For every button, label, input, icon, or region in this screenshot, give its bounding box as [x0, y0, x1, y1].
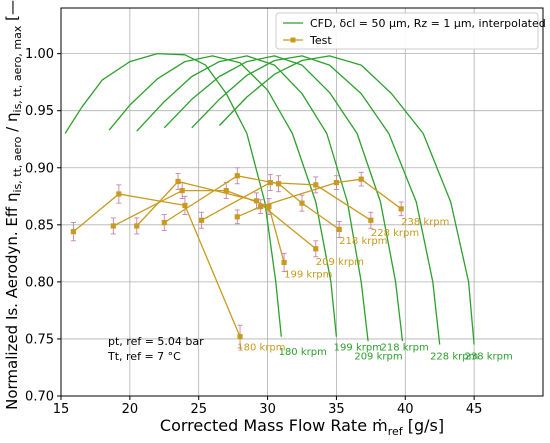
test-point [299, 200, 305, 206]
cfd-speed-label: 218 krpm [380, 342, 428, 353]
x-tick-label: 35 [328, 402, 345, 417]
legend-box [275, 12, 539, 50]
test-point [398, 206, 404, 212]
test-point [313, 246, 319, 252]
test-speed-label: 199 krpm [284, 269, 332, 280]
y-tick-label: 0.85 [25, 218, 54, 233]
cfd-curve [108, 55, 338, 337]
test-point [161, 219, 167, 226]
x-axis-label: Corrected Mass Flow Rate ṁref [g/s] [160, 416, 444, 438]
y-tick-label: 0.70 [25, 390, 54, 405]
test-point [116, 191, 122, 197]
annotation-pressure: pt, ref = 5.04 bar [108, 335, 204, 348]
cfd-speed-label: 209 krpm [354, 351, 402, 362]
grid [60, 8, 543, 397]
x-tick-label: 40 [397, 402, 414, 417]
test-point [237, 334, 243, 340]
test-point [182, 202, 188, 209]
cfd-curve [191, 55, 441, 345]
test-curves [70, 167, 404, 349]
test-point [179, 187, 185, 194]
cfd-curve [136, 55, 369, 342]
test-point [110, 223, 116, 229]
y-tick-label: 1.00 [25, 47, 54, 62]
test-speed-label: 180 krpm [237, 342, 285, 353]
test-speed-label: 228 krpm [371, 228, 419, 239]
cfd-curves [64, 52, 475, 345]
legend-cfd-label: CFD, δcl = 50 µm, Rz = 1 µm, interpolate… [310, 17, 546, 30]
test-point [223, 187, 229, 194]
test-curve [136, 180, 317, 250]
x-tick-label: 15 [53, 402, 70, 417]
plot-frame [60, 7, 544, 397]
cfd-curve [218, 55, 475, 345]
annotation-temperature: Tt, ref = 7 °C [107, 350, 181, 363]
legend-test-marker [290, 37, 296, 43]
cfd-speed-label: 238 krpm [465, 351, 513, 362]
y-axis-label: Normalized Is. Aerodyn. Eff ηis, tt, aer… [3, 0, 24, 410]
test-point [70, 229, 76, 235]
test-point [134, 223, 140, 229]
y-tick-label: 0.90 [25, 161, 54, 176]
test-curve [201, 181, 372, 221]
test-point [368, 217, 374, 223]
cfd-speed-label: 199 krpm [334, 342, 382, 353]
cfd-speed-label: 228 krpm [430, 351, 478, 362]
y-tick-label: 0.80 [25, 275, 54, 290]
test-point [358, 176, 364, 182]
test-speed-label: 238 krpm [401, 217, 449, 228]
cfd-speed-label: 180 krpm [279, 347, 327, 358]
test-point [258, 203, 264, 210]
test-point [313, 182, 319, 188]
test-curve [163, 175, 340, 230]
test-point [253, 198, 260, 204]
y-tick-label: 0.95 [25, 104, 54, 119]
test-speed-label: 218 krpm [339, 236, 387, 247]
x-tick-label: 20 [122, 402, 139, 417]
test-point [266, 203, 272, 210]
test-point [281, 259, 287, 266]
test-curve [237, 178, 402, 218]
test-point [175, 178, 181, 185]
test-point [234, 173, 240, 179]
test-point [267, 180, 273, 186]
test-point [275, 181, 282, 187]
x-tick-label: 30 [259, 402, 276, 417]
legend: CFD, δcl = 50 µm, Rz = 1 µm, interpolate… [275, 12, 546, 50]
y-tick-label: 0.75 [25, 332, 54, 347]
ticks: 15 20 25 30 35 40 45 0.70 0.75 0.80 0.85 0.90 0.95 1.… [25, 47, 482, 417]
test-point [333, 180, 340, 186]
legend-test-label: Test [309, 34, 332, 47]
test-point [336, 226, 342, 232]
test-point [234, 214, 240, 220]
cfd-curve [163, 55, 404, 342]
test-point [198, 217, 205, 223]
test-curve [72, 193, 241, 337]
x-tick-label: 45 [466, 402, 483, 417]
x-tick-label: 25 [190, 402, 207, 417]
test-speed-label: 209 krpm [316, 257, 364, 268]
